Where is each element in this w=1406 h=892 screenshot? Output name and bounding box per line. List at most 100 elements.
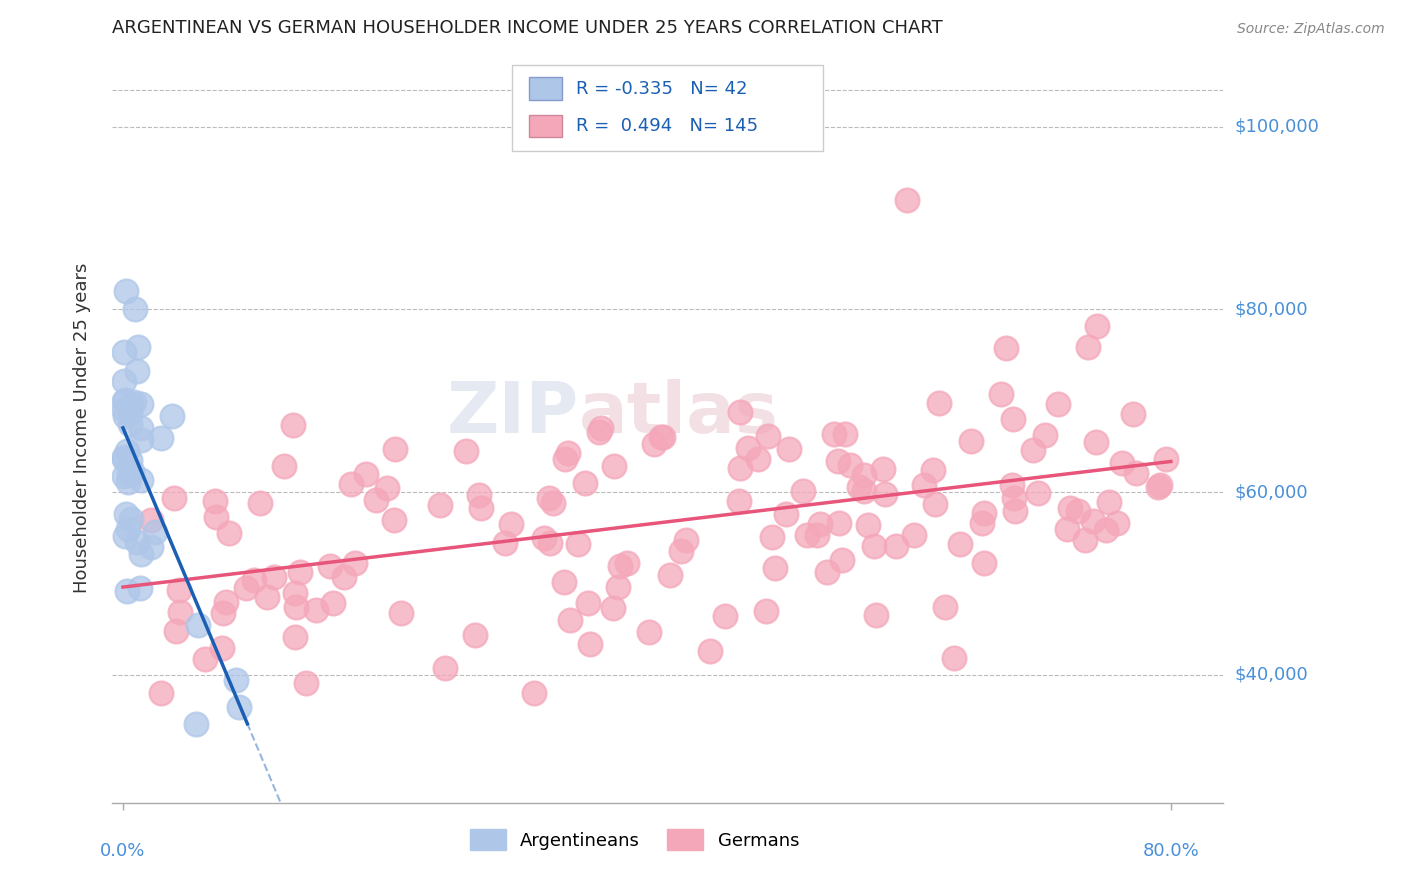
Point [737, 442, 759, 456]
Point [806, 528, 828, 542]
Point [852, 483, 875, 498]
Point [1076, 340, 1098, 354]
Point [120, 406, 142, 420]
Point [263, 569, 285, 583]
Text: ARGENTINEAN VS GERMAN HOUSEHOLDER INCOME UNDER 25 YEARS CORRELATION CHART: ARGENTINEAN VS GERMAN HOUSEHOLDER INCOME… [112, 19, 943, 37]
Point [129, 581, 152, 595]
FancyBboxPatch shape [512, 65, 824, 151]
Point [1022, 443, 1045, 458]
Point [637, 624, 659, 639]
Point [125, 364, 148, 378]
Point [1122, 407, 1144, 421]
Point [533, 531, 555, 545]
Point [389, 606, 412, 620]
Point [652, 430, 675, 444]
Point [934, 599, 956, 614]
Point [755, 603, 778, 617]
Point [574, 476, 596, 491]
Point [523, 686, 546, 700]
Point [896, 193, 918, 207]
Text: ZIP: ZIP [447, 379, 579, 448]
Point [856, 517, 879, 532]
Point [995, 341, 1018, 355]
Text: 0.0%: 0.0% [100, 842, 146, 860]
Point [120, 397, 142, 411]
Point [973, 556, 995, 570]
Point [921, 463, 943, 477]
Point [852, 467, 875, 482]
Point [884, 539, 907, 553]
Point [865, 608, 887, 623]
Point [382, 513, 405, 527]
Point [494, 536, 516, 550]
Point [775, 507, 797, 521]
Point [747, 451, 769, 466]
Point [127, 535, 149, 549]
FancyBboxPatch shape [529, 78, 562, 100]
Point [340, 476, 363, 491]
Point [589, 420, 612, 434]
Point [124, 301, 146, 316]
Point [808, 516, 831, 531]
Text: R = -0.335   N= 42: R = -0.335 N= 42 [575, 79, 747, 98]
Point [579, 637, 602, 651]
Point [115, 584, 138, 599]
Point [122, 395, 145, 409]
Point [112, 374, 135, 388]
Point [1094, 523, 1116, 537]
Point [659, 568, 682, 582]
Point [761, 530, 783, 544]
Point [283, 417, 305, 432]
Point [1154, 451, 1177, 466]
Point [541, 496, 564, 510]
Text: R =  0.494   N= 145: R = 0.494 N= 145 [575, 117, 758, 136]
Point [163, 491, 186, 506]
Point [319, 559, 342, 574]
Point [211, 640, 233, 655]
Point [114, 392, 136, 407]
Point [606, 580, 628, 594]
Point [332, 570, 354, 584]
Point [603, 459, 626, 474]
Text: $60,000: $60,000 [1234, 483, 1308, 501]
Point [127, 339, 149, 353]
Point [1074, 533, 1097, 547]
Point [228, 699, 250, 714]
Point [728, 460, 751, 475]
Point [675, 533, 697, 548]
Point [554, 451, 576, 466]
Point [728, 404, 751, 418]
Point [214, 595, 236, 609]
Point [288, 565, 311, 579]
Point [129, 547, 152, 561]
Point [796, 528, 818, 542]
Point [114, 529, 136, 543]
Point [249, 496, 271, 510]
Point [903, 528, 925, 542]
Point [499, 517, 522, 532]
Point [256, 591, 278, 605]
Point [778, 442, 800, 457]
Point [211, 606, 233, 620]
Point [129, 421, 152, 435]
Point [344, 556, 367, 570]
Point [129, 433, 152, 447]
Text: 80.0%: 80.0% [1143, 842, 1199, 860]
Point [1098, 495, 1121, 509]
Point [728, 494, 751, 508]
Point [117, 467, 139, 481]
Point [602, 601, 624, 615]
Point [165, 624, 187, 638]
Point [186, 618, 208, 632]
Point [834, 427, 856, 442]
Point [538, 491, 561, 505]
Text: Source: ZipAtlas.com: Source: ZipAtlas.com [1237, 22, 1385, 37]
Point [194, 652, 217, 666]
Point [765, 561, 787, 575]
Point [875, 486, 897, 500]
Point [218, 526, 240, 541]
Point [112, 452, 135, 467]
Point [828, 516, 851, 530]
Point [567, 537, 589, 551]
Point [643, 436, 665, 450]
